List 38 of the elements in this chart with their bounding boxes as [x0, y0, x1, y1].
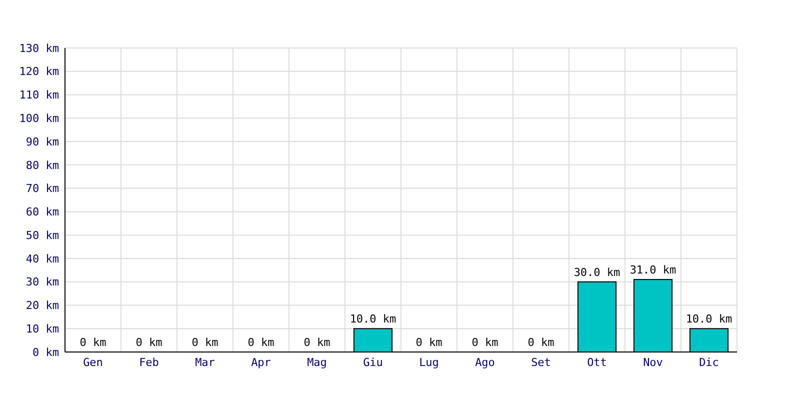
x-tick-label: Ago	[475, 356, 495, 369]
y-tick-label: 80 km	[26, 158, 60, 172]
data-label: 0 km	[136, 336, 163, 349]
data-label: 0 km	[304, 336, 331, 349]
data-label: 10.0 km	[686, 312, 733, 326]
y-tick-label: 0 km	[32, 346, 60, 359]
x-tick-label: Mag	[307, 356, 327, 369]
y-tick-label: 110 km	[19, 88, 60, 102]
y-tick-label: 30 km	[26, 276, 60, 289]
data-label: 0 km	[528, 336, 555, 349]
x-tick-label: Gen	[83, 356, 103, 369]
x-tick-label: Set	[531, 356, 551, 369]
data-label: 30.0 km	[574, 266, 621, 279]
data-label: 0 km	[416, 336, 443, 349]
data-label: 0 km	[248, 336, 275, 349]
data-label: 10.0 km	[350, 312, 397, 326]
data-label: 0 km	[192, 336, 219, 349]
y-tick-label: 20 km	[26, 299, 60, 312]
y-tick-label: 50 km	[26, 228, 60, 242]
y-tick-label: 90 km	[26, 135, 60, 148]
y-tick-label: 10 km	[26, 322, 60, 336]
y-tick-label: 60 km	[26, 206, 60, 219]
x-tick-label: Mar	[195, 356, 216, 369]
x-tick-label: Nov	[643, 356, 664, 369]
x-tick-label: Lug	[419, 356, 439, 369]
x-tick-label: Giu	[363, 356, 383, 369]
data-label: 0 km	[80, 336, 107, 349]
x-tick-label: Apr	[251, 356, 272, 369]
x-tick-label: Dic	[699, 356, 719, 369]
y-tick-label: 40 km	[26, 252, 60, 266]
y-tick-label: 120 km	[19, 65, 60, 78]
y-tick-label: 130 km	[19, 42, 60, 55]
x-tick-label: Feb	[139, 356, 159, 369]
y-tick-label: 100 km	[19, 112, 60, 126]
data-label: 31.0 km	[630, 264, 677, 277]
y-tick-label: 70 km	[26, 182, 60, 196]
data-label: 0 km	[472, 336, 499, 349]
x-tick-label: Ott	[587, 356, 607, 369]
